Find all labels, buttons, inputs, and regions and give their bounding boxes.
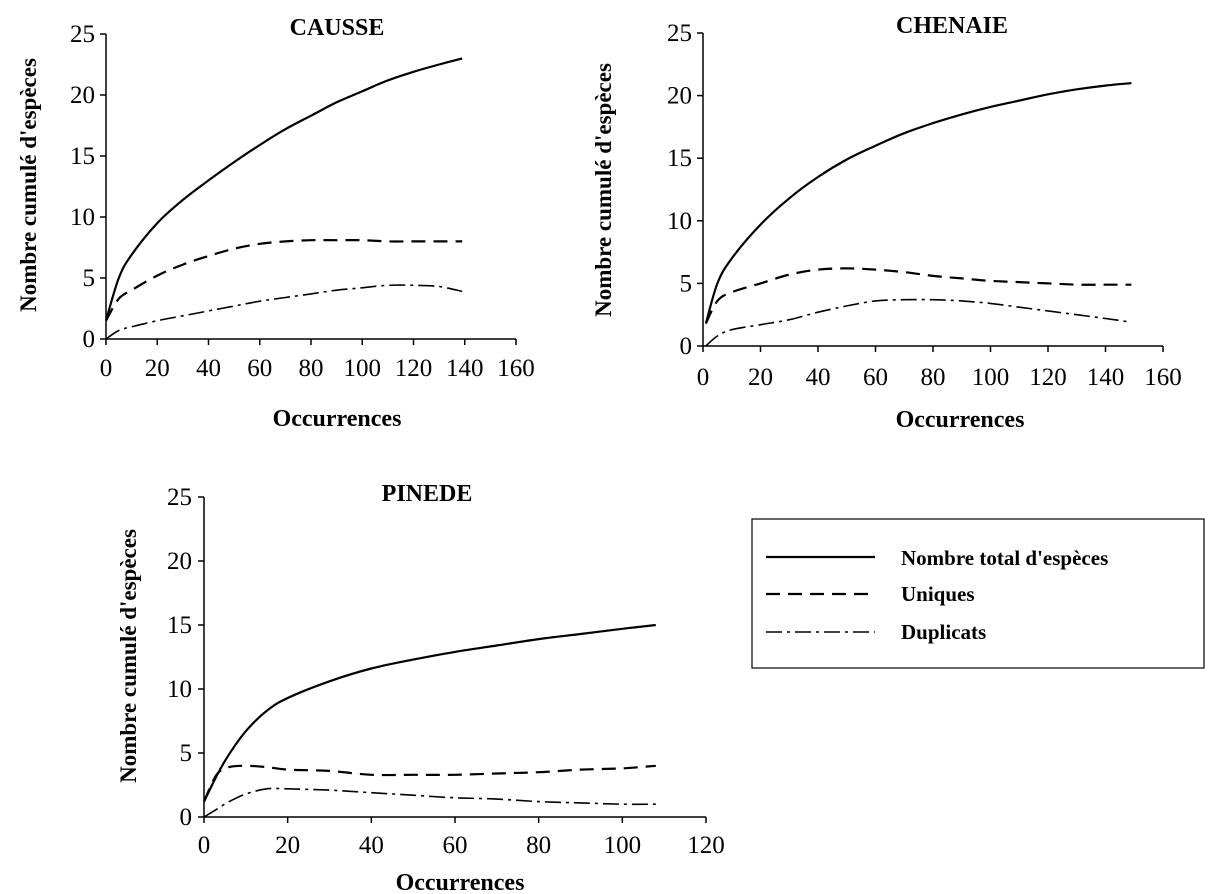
legend: Nombre total d'espèces Uniques Duplicats (751, 518, 1205, 669)
series-line-uniques (105, 239, 463, 322)
y-tick-label: 10 (70, 204, 95, 231)
x-tick-label: 60 (863, 364, 888, 391)
series-line-uniques (203, 764, 656, 803)
y-tick-label: 0 (680, 333, 693, 360)
x-tick-label: 120 (687, 832, 725, 859)
x-axis-label: Occurrences (273, 406, 402, 432)
series-line-duplicats (705, 298, 1132, 347)
y-axis-label: Nombre cumulé d'espèces (16, 58, 41, 312)
y-tick-label: 10 (667, 208, 692, 235)
x-tick-label: 80 (526, 832, 551, 859)
x-tick-label: 40 (196, 355, 221, 382)
series-line-total (704, 82, 1132, 324)
x-tick-label: 0 (697, 364, 710, 391)
y-tick-label: 5 (680, 270, 693, 297)
x-tick-label: 80 (921, 364, 946, 391)
x-tick-label: 0 (198, 832, 211, 859)
series-line-total (104, 57, 463, 322)
y-axis-label: Nombre cumulé d'espèces (116, 529, 141, 783)
chart-chenaie: 0 5 10 15 20 25 0 20 40 60 80 100 120 140 160 CHENAIE Oc… (591, 13, 1182, 433)
x-tick-label: 80 (299, 355, 324, 382)
x-axis-label: Occurrences (896, 407, 1025, 433)
y-tick-label: 25 (70, 21, 95, 48)
x-tick-label: 60 (247, 355, 272, 382)
x-tick-label: 60 (443, 832, 468, 859)
chart-title: CHENAIE (896, 13, 1008, 39)
chart-pinede: 0 5 10 15 20 25 0 20 40 60 80 100 120 PINEDE Occurrenc… (116, 481, 725, 894)
chart-title: CAUSSE (290, 15, 385, 41)
series-line-uniques (704, 267, 1132, 324)
x-tick-label: 20 (275, 832, 300, 859)
x-tick-label: 20 (145, 355, 170, 382)
x-tick-label: 140 (446, 355, 484, 382)
legend-box (751, 518, 1205, 669)
chart-causse: 0 5 10 15 20 25 0 20 40 60 80 100 120 140 160 CAUSSE Occ… (16, 15, 535, 432)
x-tick-label: 160 (1144, 364, 1182, 391)
y-tick-label: 15 (667, 145, 692, 172)
series-line-duplicats (105, 284, 463, 340)
y-tick-label: 0 (83, 326, 96, 353)
x-tick-label: 140 (1087, 364, 1125, 391)
y-tick-label: 15 (70, 143, 95, 170)
y-tick-label: 15 (167, 612, 192, 639)
legend-label-uniques: Uniques (901, 582, 975, 606)
x-tick-label: 100 (972, 364, 1010, 391)
x-tick-label: 120 (395, 355, 433, 382)
x-tick-label: 20 (748, 364, 773, 391)
chart-title: PINEDE (382, 481, 473, 507)
y-tick-label: 5 (180, 740, 193, 767)
y-tick-label: 0 (180, 804, 193, 831)
x-tick-label: 100 (604, 832, 642, 859)
x-axis-label: Occurrences (396, 870, 525, 894)
x-tick-label: 0 (100, 355, 113, 382)
y-tick-label: 25 (167, 484, 192, 511)
legend-label-total: Nombre total d'espèces (901, 546, 1108, 570)
y-tick-label: 10 (167, 676, 192, 703)
x-tick-label: 120 (1029, 364, 1067, 391)
y-tick-label: 20 (167, 548, 192, 575)
x-tick-label: 40 (806, 364, 831, 391)
x-tick-label: 160 (497, 355, 535, 382)
y-tick-label: 5 (83, 265, 96, 292)
series-line-duplicats (203, 787, 656, 818)
legend-label-duplicats: Duplicats (901, 620, 986, 644)
x-tick-label: 100 (344, 355, 382, 382)
x-tick-label: 40 (359, 832, 384, 859)
y-tick-label: 20 (70, 82, 95, 109)
y-axis-label: Nombre cumulé d'espèces (591, 63, 616, 317)
series-line-total (203, 623, 656, 803)
y-tick-label: 25 (667, 20, 692, 47)
y-tick-label: 20 (667, 83, 692, 110)
